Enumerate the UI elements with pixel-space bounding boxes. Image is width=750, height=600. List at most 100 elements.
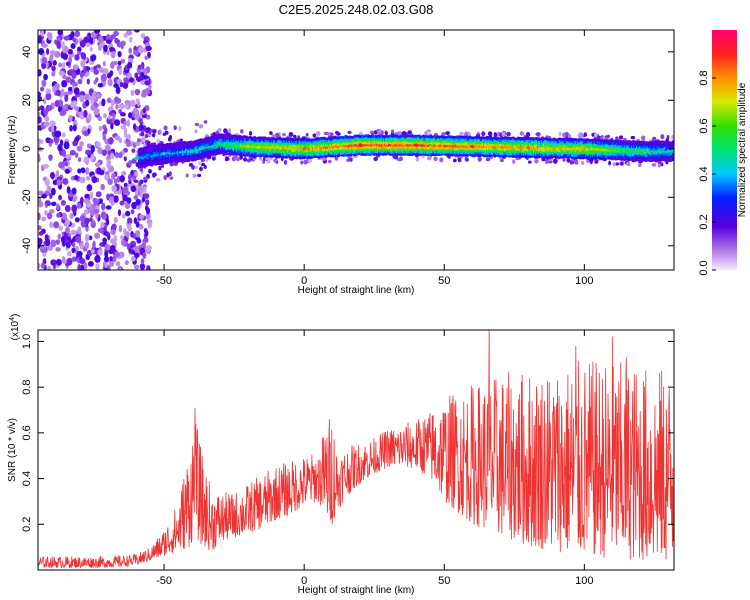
halo-blob — [168, 171, 172, 176]
noise-blob — [119, 200, 125, 206]
noise-blob — [138, 46, 144, 54]
noise-blob — [143, 193, 150, 199]
noise-blob — [63, 104, 68, 110]
halo-blob — [566, 158, 571, 163]
noise-blob — [95, 92, 101, 99]
signal-cell — [168, 159, 171, 162]
noise-blob — [74, 54, 80, 61]
noise-blob — [137, 64, 142, 70]
halo-blob — [349, 157, 353, 162]
halo-blob — [327, 131, 331, 137]
noise-blob — [93, 107, 100, 116]
noise-blob — [95, 64, 102, 69]
signal-cell — [222, 133, 225, 137]
noise-blob — [110, 34, 116, 40]
halo-blob — [137, 138, 141, 142]
noise-blob — [100, 73, 107, 82]
noise-blob — [88, 113, 92, 121]
signal-cell — [177, 143, 180, 146]
noise-blob — [86, 202, 91, 208]
halo-blob — [519, 131, 525, 136]
noise-blob — [77, 157, 82, 162]
noise-blob — [109, 244, 116, 252]
noise-blob — [112, 113, 116, 119]
halo-blob — [307, 158, 312, 164]
halo-blob — [283, 159, 288, 165]
noise-blob — [66, 186, 71, 194]
noise-blob — [110, 200, 115, 206]
noise-blob — [142, 252, 147, 259]
halo-blob — [321, 156, 326, 161]
signal-cell — [333, 146, 336, 149]
halo-blob — [160, 164, 165, 168]
noise-blob — [71, 81, 78, 87]
noise-blob — [115, 97, 122, 104]
noise-blob — [55, 258, 62, 266]
noise-blob — [47, 265, 52, 270]
noise-blob — [131, 148, 136, 153]
noise-blob — [45, 88, 52, 94]
halo-blob — [155, 177, 161, 182]
noise-blob — [94, 232, 101, 239]
noise-blob — [97, 248, 103, 256]
noise-blob — [123, 32, 128, 38]
signal-cell — [479, 150, 482, 153]
halo-blob — [156, 138, 160, 144]
halo-blob — [148, 168, 152, 174]
noise-blob — [89, 191, 94, 200]
noise-blob — [85, 167, 90, 175]
halo-blob — [199, 166, 203, 172]
halo-blob — [194, 129, 198, 134]
halo-blob — [384, 130, 388, 136]
noise-blob — [124, 79, 130, 84]
signal-cell — [232, 147, 235, 151]
spectrogram-marks — [38, 30, 674, 270]
noise-blob — [119, 251, 125, 259]
noise-blob — [42, 97, 47, 105]
noise-blob — [104, 144, 111, 153]
figure-title: C2E5.2025.248.02.03.G08 — [279, 2, 434, 17]
noise-blob — [127, 61, 133, 69]
halo-blob — [660, 134, 665, 140]
noise-blob — [38, 69, 42, 77]
noise-blob — [77, 263, 81, 270]
noise-blob — [147, 84, 152, 90]
noise-blob — [119, 112, 127, 117]
noise-blob — [98, 169, 105, 176]
halo-blob — [499, 158, 504, 163]
halo-blob — [506, 131, 511, 137]
noise-blob — [88, 235, 93, 241]
noise-blob — [41, 43, 48, 48]
noise-blob — [55, 89, 62, 97]
halo-blob — [545, 159, 549, 164]
noise-blob — [97, 147, 104, 155]
noise-blob — [74, 217, 80, 223]
halo-blob — [407, 130, 413, 135]
halo-blob — [192, 173, 197, 178]
noise-blob — [49, 171, 55, 179]
noise-blob — [129, 36, 133, 43]
noise-blob — [93, 208, 100, 214]
halo-blob — [535, 132, 541, 137]
halo-blob — [200, 162, 206, 167]
noise-blob — [71, 71, 77, 80]
signal-cell — [148, 151, 151, 154]
halo-blob — [501, 131, 506, 136]
noise-blob — [71, 247, 76, 254]
noise-blob — [120, 43, 124, 50]
noise-blob — [88, 95, 93, 101]
noise-blob — [103, 44, 108, 53]
noise-blob — [38, 154, 41, 162]
noise-blob — [107, 78, 113, 87]
halo-blob — [223, 128, 228, 134]
noise-blob — [38, 95, 43, 102]
noise-blob — [101, 202, 106, 211]
noise-blob — [79, 258, 86, 265]
noise-blob — [139, 263, 146, 270]
noise-blob — [94, 162, 101, 168]
halo-blob — [464, 131, 469, 137]
noise-blob — [40, 86, 45, 92]
noise-blob — [73, 87, 80, 95]
noise-blob — [91, 218, 95, 226]
noise-blob — [106, 50, 110, 56]
